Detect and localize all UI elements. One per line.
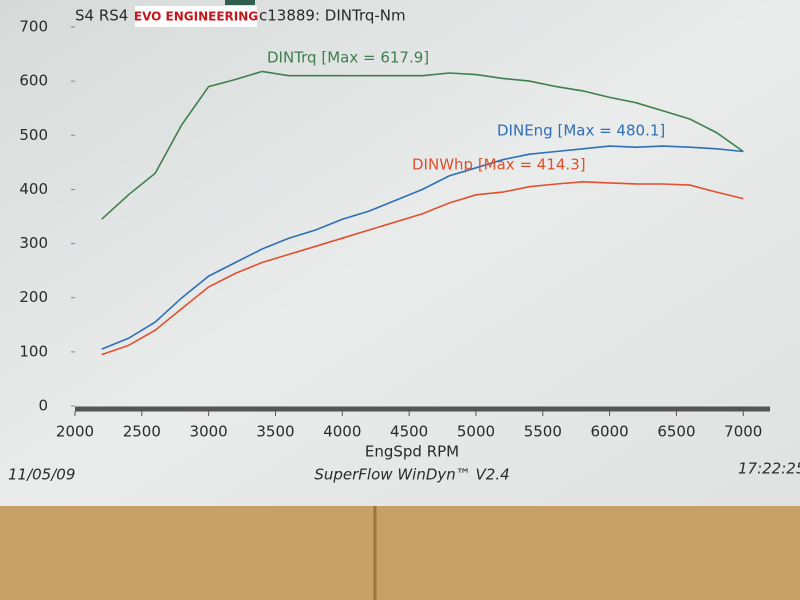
y-tick-label: 100 [19, 342, 48, 360]
y-tick-label: 400 [19, 180, 48, 198]
series-line [101, 145, 744, 350]
series-label: DINTrq [Max = 617.9] [267, 49, 429, 67]
x-tick-label: 7000 [724, 423, 762, 441]
logo: EVO ENGINEERING [134, 10, 258, 24]
paper [0, 0, 800, 506]
x-tick-label: 5500 [524, 423, 562, 441]
logo-box [135, 6, 257, 27]
x-tick-label: 2500 [123, 423, 161, 441]
chart-title: c13889: DINTrq-Nm [259, 7, 406, 25]
footer-date: 11/05/09 [8, 466, 75, 484]
x-tick-label: 6000 [591, 423, 629, 441]
x-tick-label: 5000 [457, 423, 495, 441]
footer-time: 17:22:25 [738, 460, 800, 478]
y-tick-label: 200 [19, 288, 48, 306]
x-tick-label: 3000 [190, 423, 228, 441]
series-label: DINWhp [Max = 414.3] [412, 156, 586, 174]
y-tick-label: 600 [19, 72, 48, 90]
x-axis-label: EngSpd RPM [365, 443, 459, 461]
x-tick-label: 3500 [256, 423, 294, 441]
series-line [101, 180, 744, 356]
x-tick-label: 4500 [390, 423, 428, 441]
y-tick-label: 0 [38, 397, 48, 415]
y-tick-label: 700 [19, 18, 48, 36]
x-tick-label: 4000 [323, 423, 361, 441]
tab [225, 0, 255, 5]
x-tick-label: 6500 [657, 423, 695, 441]
header: S4 RS4 [75, 7, 128, 25]
footer-software: SuperFlow WinDyn™ V2.4 [314, 466, 509, 484]
y-tick-label: 300 [19, 234, 48, 252]
x-tick-label: 2000 [56, 423, 94, 441]
series-line [101, 70, 744, 220]
y-tick-label: 500 [19, 126, 48, 144]
series-label: DINEng [Max = 480.1] [497, 122, 665, 140]
